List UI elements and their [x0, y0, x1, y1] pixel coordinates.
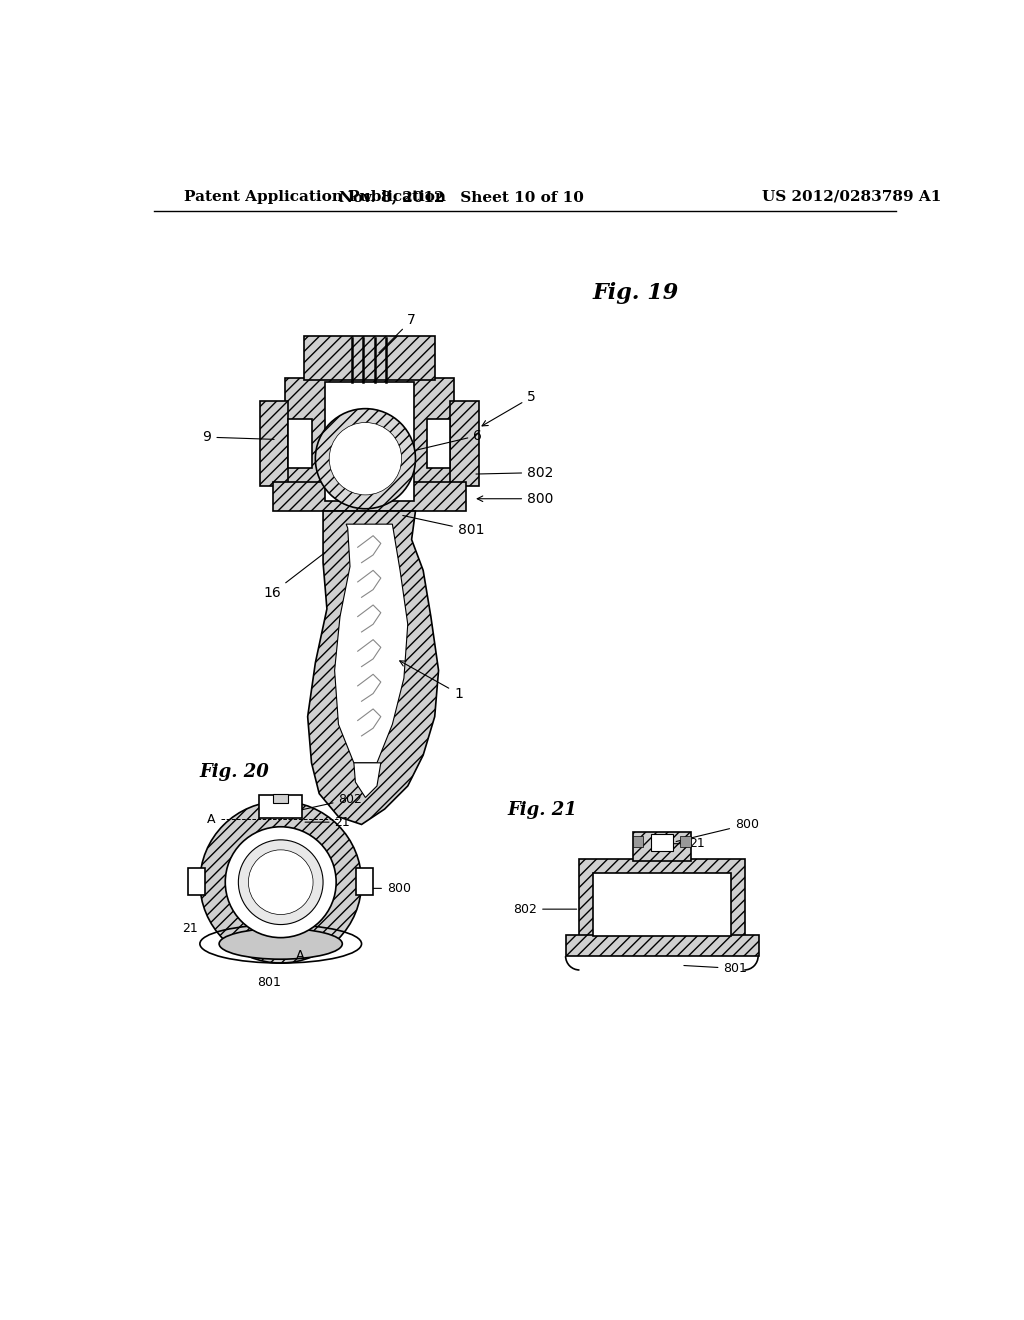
Bar	[285, 378, 454, 508]
Bar	[260, 401, 289, 486]
Text: 801: 801	[258, 975, 282, 989]
Bar	[451, 401, 478, 486]
Text: Patent Application Publication: Patent Application Publication	[184, 190, 446, 203]
Text: Fig. 21: Fig. 21	[508, 801, 578, 820]
Circle shape	[239, 840, 323, 924]
Circle shape	[315, 409, 416, 508]
Text: 800: 800	[477, 492, 554, 506]
Circle shape	[200, 801, 361, 964]
Bar	[259, 795, 302, 818]
Text: 21: 21	[660, 837, 705, 850]
Bar	[273, 793, 289, 803]
Text: 802: 802	[297, 792, 362, 810]
Bar	[289, 418, 311, 469]
Bar	[633, 836, 643, 847]
Circle shape	[249, 850, 313, 915]
Text: US 2012/0283789 A1: US 2012/0283789 A1	[762, 190, 941, 203]
Text: 800: 800	[360, 882, 411, 895]
Polygon shape	[354, 763, 381, 797]
Bar	[580, 859, 745, 952]
Text: Fig. 20: Fig. 20	[200, 763, 269, 781]
Bar	[427, 418, 451, 469]
Circle shape	[225, 826, 336, 937]
Text: Fig. 19: Fig. 19	[593, 281, 679, 304]
Bar	[565, 935, 759, 956]
Bar	[651, 834, 673, 851]
Bar	[356, 869, 373, 895]
Bar	[304, 335, 435, 380]
Text: 800: 800	[676, 818, 759, 842]
Text: 21: 21	[305, 816, 350, 829]
Text: 16: 16	[263, 553, 325, 601]
Text: 1: 1	[399, 661, 463, 701]
Text: 802: 802	[476, 466, 554, 479]
Bar	[325, 381, 414, 502]
Bar	[680, 836, 691, 847]
Text: 9: 9	[203, 430, 274, 444]
Bar	[633, 832, 691, 862]
Text: 801: 801	[402, 516, 484, 537]
Ellipse shape	[219, 928, 342, 960]
Polygon shape	[307, 511, 438, 825]
Text: 7: 7	[379, 313, 416, 352]
Bar	[188, 869, 205, 895]
Bar	[273, 482, 466, 511]
Text: A: A	[207, 813, 216, 825]
Text: 21: 21	[182, 921, 198, 935]
Text: 801: 801	[684, 962, 748, 975]
Text: Nov. 8, 2012   Sheet 10 of 10: Nov. 8, 2012 Sheet 10 of 10	[339, 190, 584, 203]
Polygon shape	[335, 524, 408, 763]
Text: 6: 6	[399, 429, 482, 454]
Text: A: A	[296, 949, 304, 962]
Bar	[593, 873, 731, 936]
Text: 802: 802	[513, 903, 577, 916]
Text: 5: 5	[482, 391, 536, 426]
Circle shape	[330, 422, 401, 495]
